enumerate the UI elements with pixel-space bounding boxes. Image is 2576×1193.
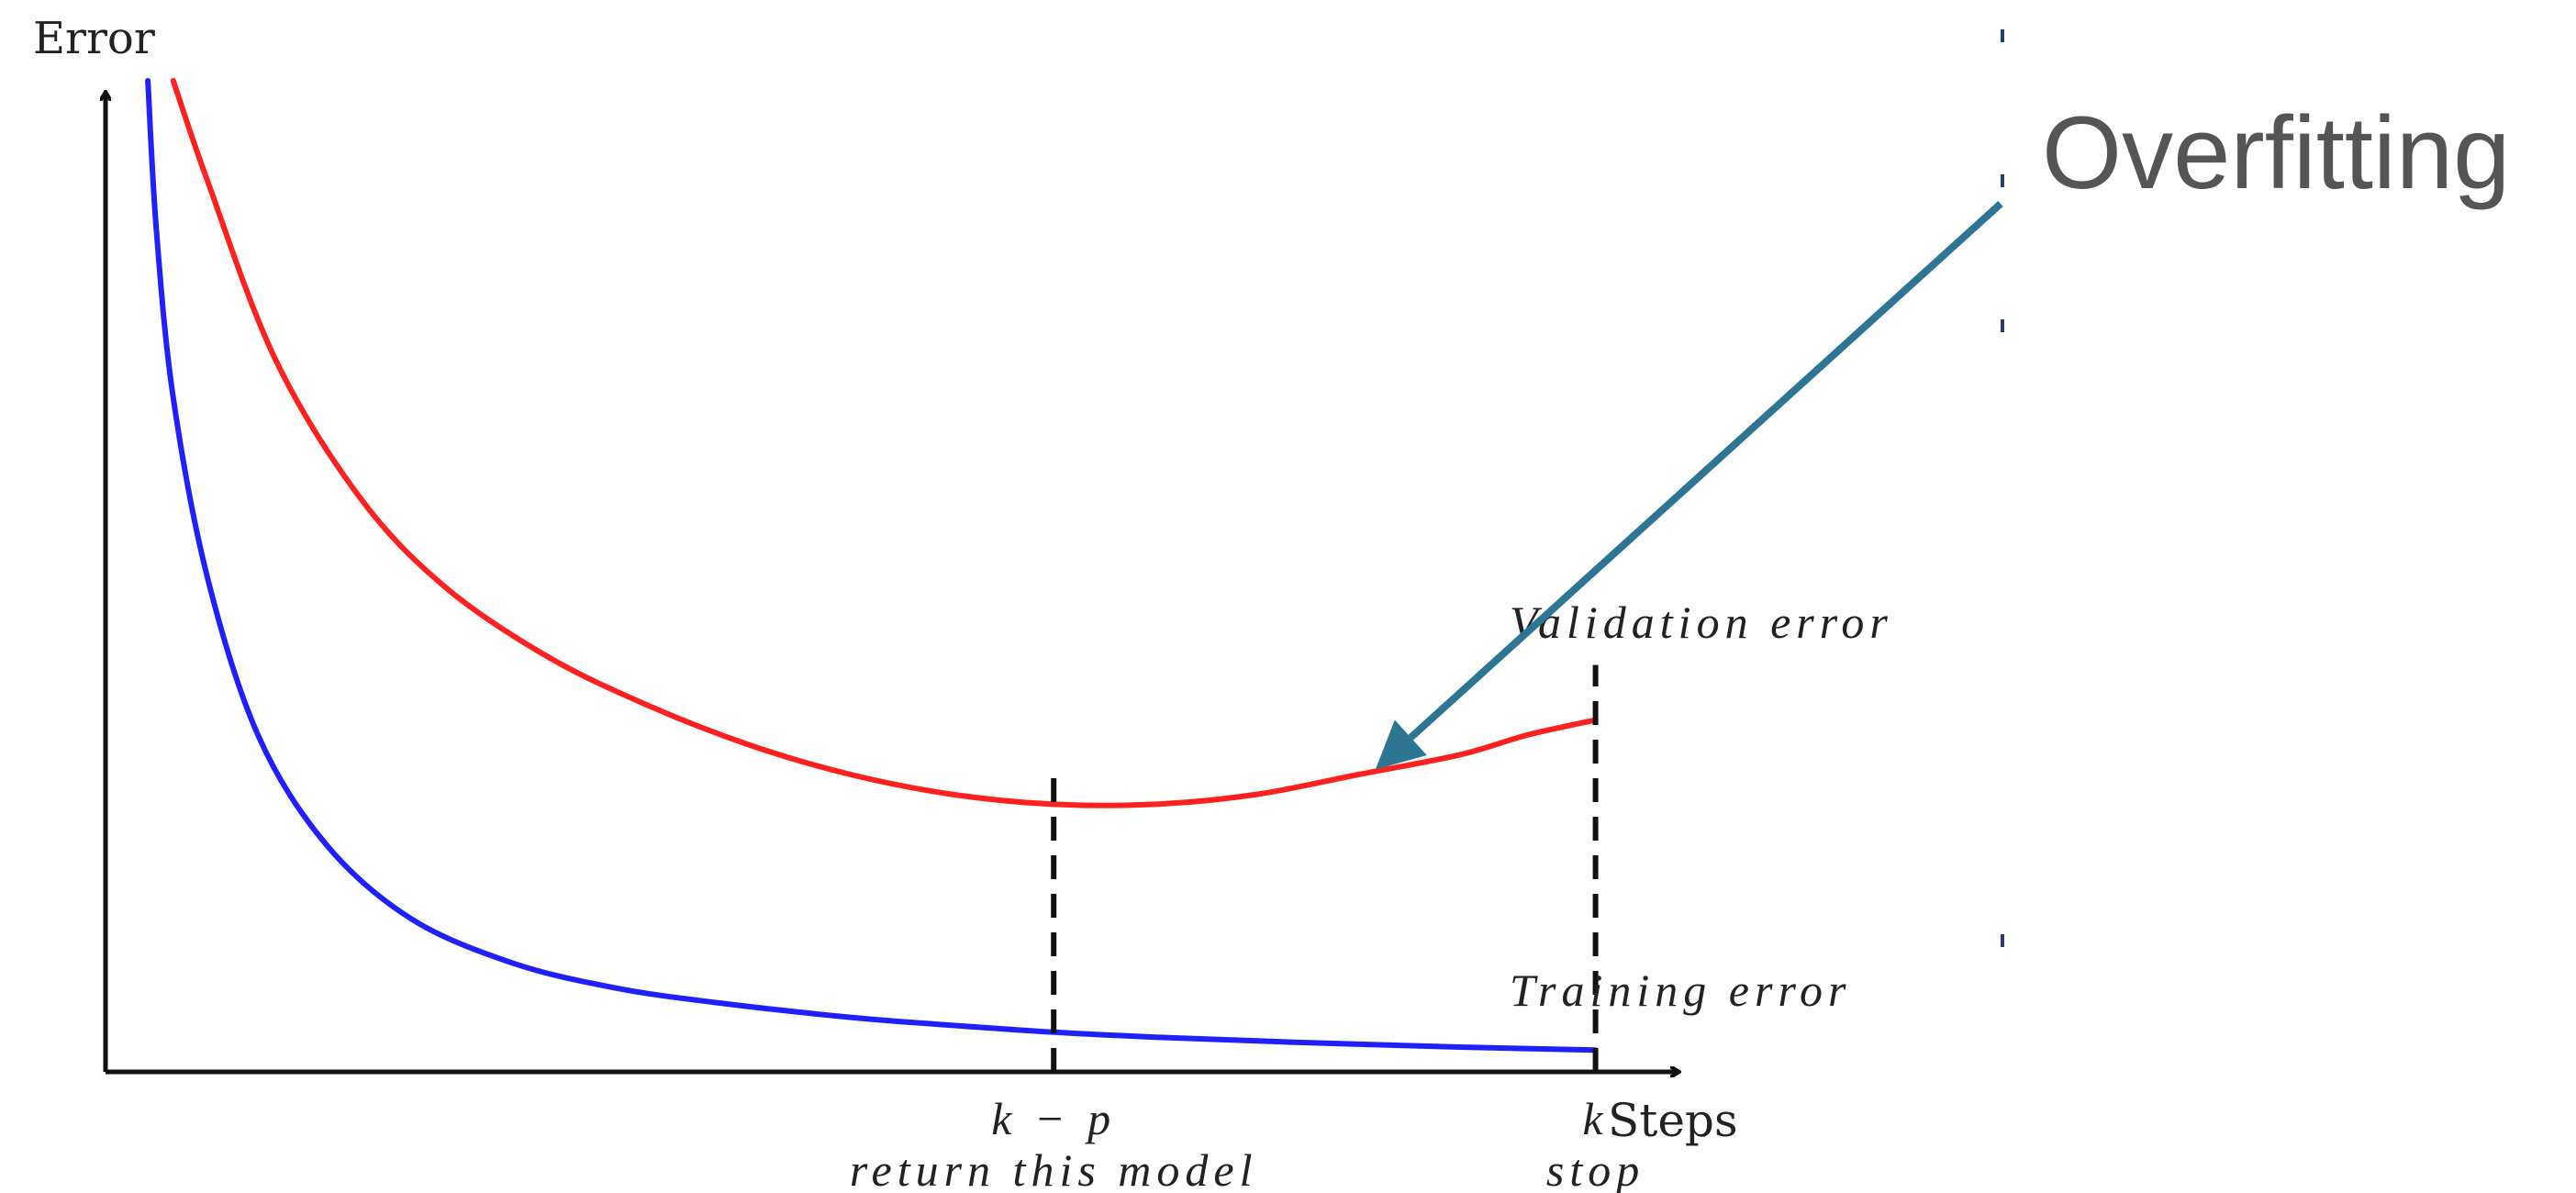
- tick-sublabel-stop: stop: [1546, 1144, 1645, 1193]
- overfitting-annotation: Overfitting: [2042, 95, 2510, 210]
- overfitting-arrow: [1408, 201, 2003, 741]
- overfitting-arrowhead: [1375, 719, 1427, 770]
- tick-label-k-minus-p: k − p: [991, 1093, 1116, 1144]
- series-line-training: [145, 78, 1599, 1054]
- validation-error-label: Validation error: [1510, 596, 1893, 648]
- plot-area: [145, 78, 1599, 1072]
- tick-sublabel-return-this-model: return this model: [850, 1144, 1258, 1193]
- training-error-label: Training error: [1510, 964, 1852, 1016]
- tick-label-k: k: [1582, 1093, 1608, 1144]
- series-line-validation: [170, 78, 1599, 808]
- y-axis-label: Error: [33, 13, 155, 64]
- x-axis-label: Steps: [1608, 1094, 1738, 1147]
